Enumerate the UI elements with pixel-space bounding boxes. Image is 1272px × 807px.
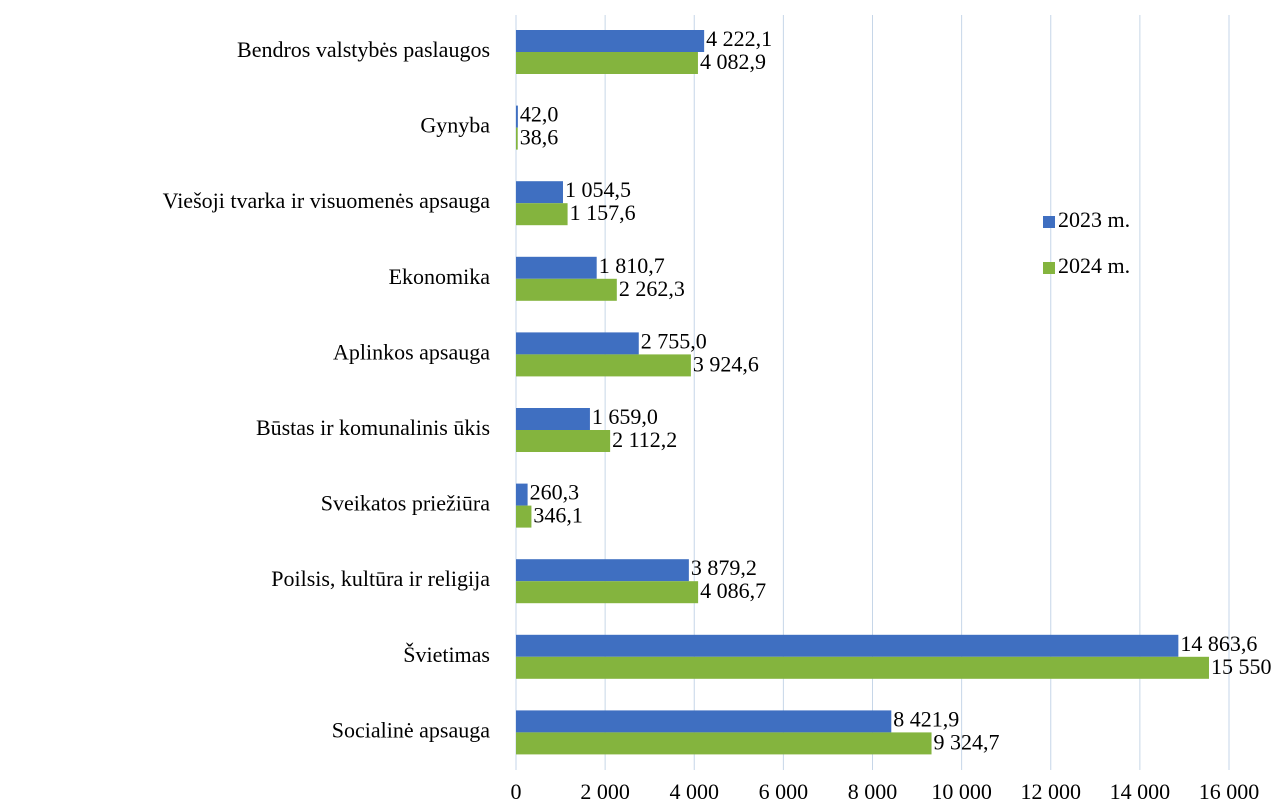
- bar: [516, 483, 528, 506]
- value-label: 9 324,7: [934, 729, 1000, 754]
- x-tick-label: 8 000: [848, 779, 898, 804]
- y-tick-label: Ekonomika: [389, 264, 491, 289]
- value-label: 2 112,2: [612, 427, 677, 452]
- x-tick-label: 4 000: [670, 779, 720, 804]
- legend-label: 2024 m.: [1058, 253, 1130, 278]
- value-label: 3 924,6: [693, 351, 759, 376]
- value-label: 4 086,7: [700, 578, 766, 603]
- bar: [516, 127, 518, 150]
- x-tick-label: 6 000: [759, 779, 809, 804]
- legend-label: 2023 m.: [1058, 207, 1130, 232]
- value-label: 8 421,9: [893, 706, 959, 731]
- bar: [516, 278, 617, 301]
- bar: [516, 430, 611, 452]
- value-label: 3 879,2: [691, 555, 757, 580]
- value-label: 14 863,6: [1180, 631, 1257, 656]
- value-label: 2 755,0: [641, 328, 707, 353]
- x-tick-label: 10 000: [931, 779, 992, 804]
- value-label: 1 157,6: [570, 200, 636, 225]
- legend-swatch: [1043, 216, 1055, 228]
- bar: [516, 634, 1179, 657]
- value-label: 346,1: [533, 503, 583, 528]
- x-tick-label: 12 000: [1021, 779, 1082, 804]
- y-tick-label: Gynyba: [420, 113, 490, 138]
- bar: [516, 332, 639, 355]
- x-tick-label: 16 000: [1199, 779, 1260, 804]
- value-label: 1 810,7: [599, 253, 665, 278]
- y-tick-label: Švietimas: [403, 642, 490, 667]
- value-label: 260,3: [530, 480, 580, 505]
- x-tick-label: 2 000: [580, 779, 630, 804]
- legend-swatch: [1043, 262, 1055, 274]
- bar: [516, 354, 691, 377]
- value-label: 4 082,9: [700, 49, 766, 74]
- y-tick-label: Bendros valstybės paslaugos: [237, 37, 490, 62]
- value-label: 15 550,9: [1211, 654, 1272, 679]
- bar: [516, 256, 597, 279]
- bar: [516, 181, 563, 204]
- bar: [516, 710, 892, 733]
- value-label: 4 222,1: [706, 26, 772, 51]
- bar: [516, 105, 518, 128]
- y-tick-label: Poilsis, kultūra ir religija: [271, 566, 490, 591]
- x-tick-label: 0: [511, 779, 522, 804]
- y-tick-label: Aplinkos apsauga: [333, 339, 490, 364]
- bar: [516, 732, 932, 755]
- value-label: 1 054,5: [565, 177, 631, 202]
- bar: [516, 30, 705, 52]
- y-tick-label: Viešoji tvarka ir visuomenės apsauga: [163, 188, 491, 213]
- bar: [516, 52, 698, 74]
- value-label: 1 659,0: [592, 404, 658, 429]
- bar: [516, 581, 699, 604]
- y-tick-label: Sveikatos priežiūra: [321, 491, 490, 516]
- y-tick-label: Būstas ir komunalinis ūkis: [256, 415, 490, 440]
- x-tick-label: 14 000: [1110, 779, 1171, 804]
- bar: [516, 408, 590, 430]
- value-label: 38,6: [520, 125, 559, 150]
- bar: [516, 505, 532, 528]
- bar: [516, 203, 568, 226]
- y-tick-label: Socialinė apsauga: [332, 717, 490, 742]
- bar: [516, 656, 1209, 679]
- bar: [516, 559, 689, 582]
- value-label: 2 262,3: [619, 276, 685, 301]
- value-label: 42,0: [520, 102, 559, 127]
